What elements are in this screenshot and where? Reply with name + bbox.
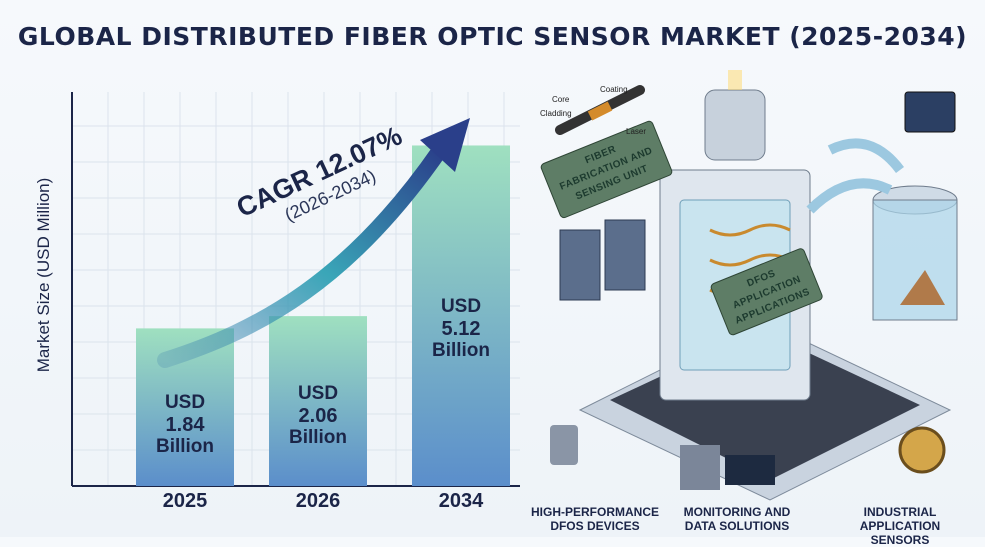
industry-illustration: FIBER FABRICATION AND SENSING UNIT DFOS … <box>540 70 958 501</box>
caption-industrial: INDUSTRIAL APPLICATION SENSORS <box>825 505 975 547</box>
x-tick-2026: 2026 <box>295 490 341 512</box>
bar-label-value: 1.84 <box>165 414 205 436</box>
bar-label-unit: Billion <box>288 427 348 448</box>
caption-line: MONITORING AND <box>683 505 791 519</box>
fiber-label-cladding: Cladding <box>540 109 572 118</box>
caption-line: DATA SOLUTIONS <box>684 519 790 533</box>
y-axis-label: Market Size (USD Million) <box>34 177 53 373</box>
bar-label-2026: USD 2.06 Billion <box>268 383 368 449</box>
bar-label-prefix: USD <box>440 296 482 317</box>
fiber-cable-icon: Coating Core Cladding Laser <box>540 85 646 136</box>
caption-devices: HIGH-PERFORMANCE DFOS DEVICES <box>530 505 660 533</box>
bar-2034 <box>412 145 510 486</box>
fiber-label-core: Core <box>552 95 570 104</box>
bar-label-value: 2.06 <box>298 405 338 427</box>
bar-label-unit: Billion <box>155 436 215 457</box>
fiber-label-coating: Coating <box>600 85 628 94</box>
laptop-icon <box>725 455 775 485</box>
fiber-label-laser: Laser <box>626 127 646 136</box>
caption-monitoring: MONITORING AND DATA SOLUTIONS <box>672 505 802 533</box>
server-cabinet-icon <box>680 445 720 490</box>
page-title: GLOBAL DISTRIBUTED FIBER OPTIC SENSOR MA… <box>17 22 968 51</box>
growth-arrow <box>157 142 448 368</box>
bar-label-2034: USD 5.12 Billion <box>412 296 510 362</box>
caption-line: SENSORS <box>870 533 930 547</box>
bar-label-prefix: USD <box>297 383 339 404</box>
caption-line: DFOS DEVICES <box>550 519 640 533</box>
laser-head-icon <box>704 89 766 161</box>
bar-label-unit: Billion <box>431 340 491 361</box>
rock-icon <box>900 270 945 305</box>
bar-label-prefix: USD <box>164 392 206 413</box>
bar-chart <box>71 92 520 487</box>
caption-line: HIGH-PERFORMANCE <box>531 505 659 519</box>
light-beam-icon <box>728 70 742 90</box>
dashboard-icon <box>904 91 956 133</box>
pipe-icon <box>806 138 904 214</box>
bar-label-2025: USD 1.84 Billion <box>135 392 235 458</box>
bar-2026 <box>269 316 367 486</box>
bar-label-value: 5.12 <box>441 318 481 340</box>
x-tick-2034: 2034 <box>438 490 484 512</box>
barrel-icon <box>550 425 578 465</box>
cable-spool-icon <box>898 426 946 474</box>
caption-line: INDUSTRIAL APPLICATION <box>859 505 941 533</box>
server-rack-icon <box>559 229 601 301</box>
x-tick-2025: 2025 <box>162 490 208 512</box>
server-rack-icon <box>604 219 646 291</box>
growth-arrow-head <box>420 118 470 172</box>
